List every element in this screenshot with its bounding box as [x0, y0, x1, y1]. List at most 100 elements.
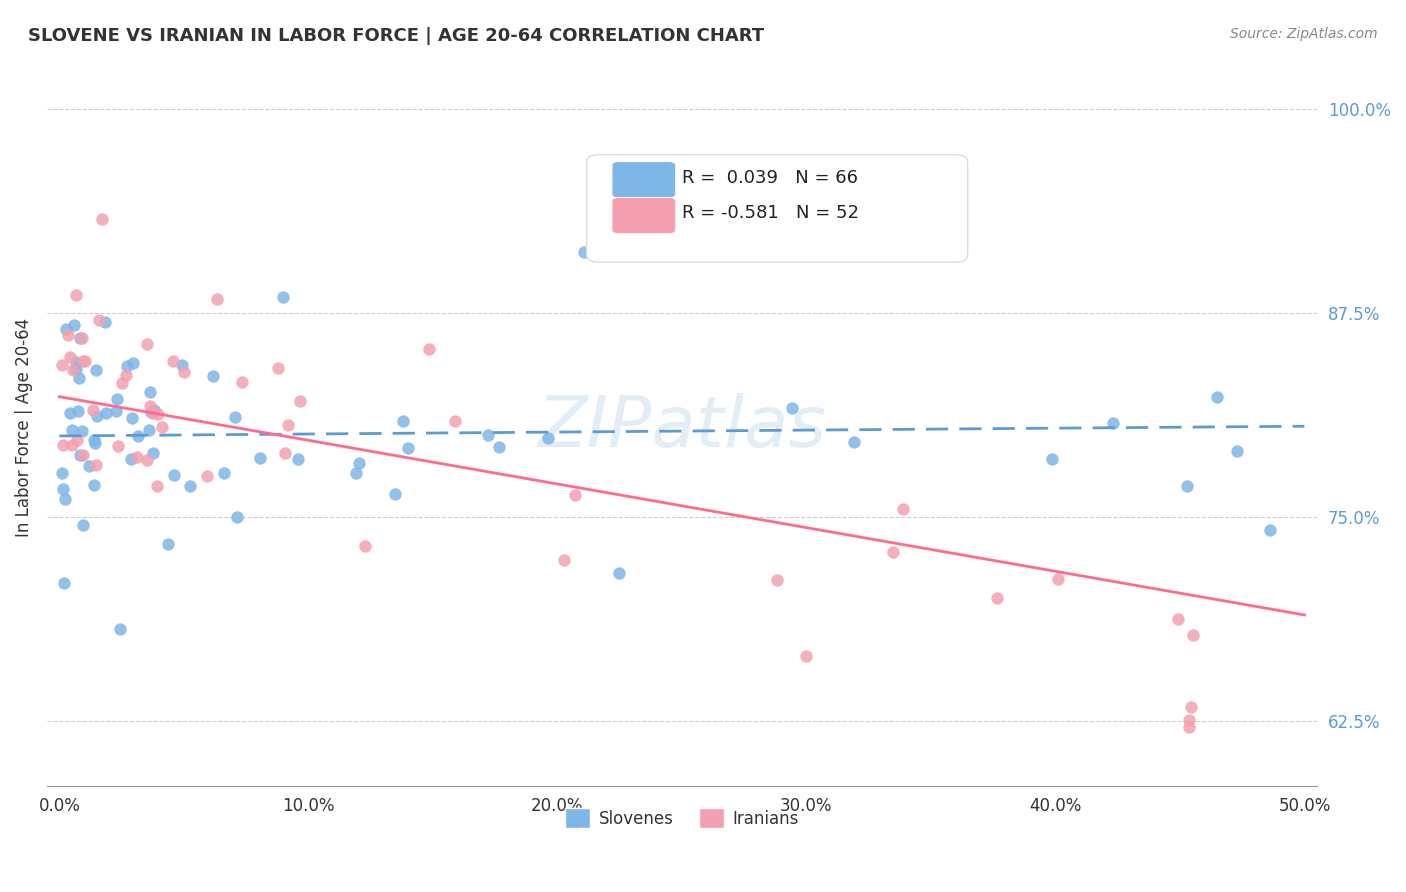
Point — [156, 537, 179, 551]
Point — [84, 435, 107, 450]
Point — [66, 433, 89, 447]
Point — [70, 424, 93, 438]
Point — [111, 376, 134, 390]
Point — [94, 406, 117, 420]
Point — [121, 410, 143, 425]
Point — [104, 403, 127, 417]
Legend: Slovenes, Iranians: Slovenes, Iranians — [558, 801, 806, 835]
Point — [1178, 719, 1201, 733]
Point — [162, 354, 184, 368]
Point — [249, 451, 271, 466]
Point — [53, 492, 76, 507]
Point — [65, 362, 87, 376]
Point — [52, 438, 75, 452]
Point — [1101, 416, 1123, 430]
Point — [347, 456, 370, 470]
Point — [1260, 523, 1282, 537]
Point — [105, 392, 128, 407]
Point — [51, 358, 73, 372]
Point — [1181, 628, 1204, 642]
Point — [138, 423, 160, 437]
Point — [67, 371, 90, 385]
Point — [108, 622, 131, 636]
Point — [72, 449, 94, 463]
Point — [396, 441, 419, 455]
Point — [60, 423, 83, 437]
Point — [72, 518, 94, 533]
Point — [142, 403, 165, 417]
Text: R = -0.581   N = 52: R = -0.581 N = 52 — [682, 204, 859, 222]
Point — [135, 453, 157, 467]
Point — [226, 510, 249, 524]
Point — [1046, 572, 1069, 586]
Point — [537, 431, 560, 445]
Point — [201, 368, 224, 383]
Text: SLOVENE VS IRANIAN IN LABOR FORCE | AGE 20-64 CORRELATION CHART: SLOVENE VS IRANIAN IN LABOR FORCE | AGE … — [28, 27, 765, 45]
Point — [75, 354, 97, 368]
Point — [150, 420, 173, 434]
Point — [52, 482, 75, 496]
FancyBboxPatch shape — [612, 161, 675, 198]
Point — [1205, 390, 1227, 404]
Point — [173, 365, 195, 379]
Point — [66, 404, 89, 418]
Point — [94, 315, 117, 329]
Point — [59, 351, 82, 365]
Point — [1226, 444, 1249, 458]
Y-axis label: In Labor Force | Age 20-64: In Labor Force | Age 20-64 — [15, 318, 32, 537]
Point — [55, 322, 77, 336]
Point — [141, 446, 163, 460]
Point — [794, 649, 817, 664]
Point — [205, 292, 228, 306]
Point — [127, 450, 149, 465]
Point — [139, 384, 162, 399]
Point — [84, 363, 107, 377]
Point — [84, 458, 107, 472]
Point — [122, 356, 145, 370]
Text: Source: ZipAtlas.com: Source: ZipAtlas.com — [1230, 27, 1378, 41]
Point — [62, 363, 84, 377]
Point — [354, 539, 377, 553]
Point — [986, 591, 1008, 605]
Point — [392, 414, 415, 428]
Point — [766, 573, 789, 587]
Point — [609, 566, 631, 580]
Point — [139, 405, 162, 419]
Point — [477, 428, 499, 442]
Point — [197, 468, 219, 483]
Point — [1042, 451, 1064, 466]
Point — [212, 466, 235, 480]
Point — [53, 576, 76, 591]
Point — [267, 360, 290, 375]
Point — [780, 401, 803, 416]
Point — [882, 545, 904, 559]
Point — [72, 354, 94, 368]
Point — [1175, 478, 1198, 492]
Point — [65, 288, 87, 302]
Point — [91, 211, 114, 226]
Point — [60, 438, 83, 452]
Point — [288, 393, 311, 408]
Text: ZIPatlas: ZIPatlas — [537, 392, 827, 462]
Point — [891, 502, 914, 516]
Text: R =  0.039   N = 66: R = 0.039 N = 66 — [682, 169, 858, 186]
Point — [117, 359, 139, 373]
Point — [107, 439, 129, 453]
Point — [115, 368, 138, 382]
Point — [287, 452, 309, 467]
Point — [83, 433, 105, 447]
Point — [344, 466, 367, 480]
Point — [70, 330, 93, 344]
Point — [231, 375, 253, 389]
Point — [271, 290, 294, 304]
Point — [572, 244, 595, 259]
Point — [564, 487, 586, 501]
Point — [163, 468, 186, 483]
Point — [145, 479, 167, 493]
Point — [488, 441, 510, 455]
Point — [77, 458, 100, 473]
Point — [146, 407, 169, 421]
Point — [224, 409, 246, 424]
Point — [51, 466, 73, 480]
Point — [274, 445, 297, 459]
